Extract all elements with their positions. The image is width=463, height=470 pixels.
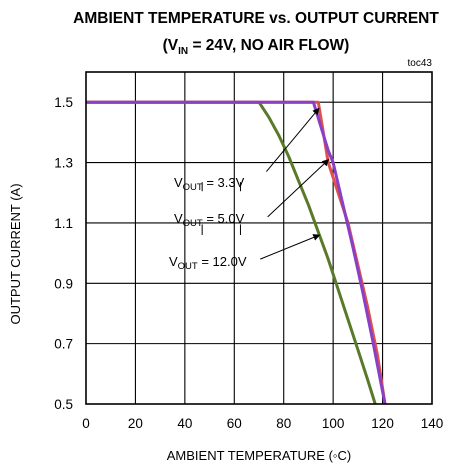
y-tick-label: 0.7 [54, 337, 73, 352]
y-axis-label: OUTPUT CURRENT (A) [8, 183, 23, 324]
x-axis-label: AMBIENT TEMPERATURE (◦C) [167, 448, 351, 463]
x-tick-label: 0 [82, 416, 90, 431]
chart-title-line2: (VIN = 24V, NO AIR FLOW) [163, 37, 350, 57]
series-label-vout-12-0: VOUT = 12.0V [169, 254, 247, 272]
annotation-arrow [260, 234, 321, 260]
series-line [86, 100, 387, 405]
x-tick-labels: 0 20 40 60 80 100 120 140 [82, 416, 443, 431]
y-tick-labels: 0.5 0.7 0.9 1.1 1.3 1.5 [54, 95, 73, 412]
x-tick-label: 40 [177, 416, 192, 431]
series-layer [86, 100, 387, 405]
x-tick-label: 120 [371, 416, 394, 431]
x-tick-label: 60 [227, 416, 242, 431]
annotation-arrow [266, 107, 320, 172]
y-tick-label: 1.3 [54, 156, 73, 171]
x-tick-label: 100 [322, 416, 345, 431]
figure-id: toc43 [408, 58, 433, 69]
series-line [86, 100, 387, 405]
annotations [201, 107, 330, 260]
annotation-arrow [267, 159, 330, 218]
grid [86, 72, 432, 404]
x-tick-label: 140 [421, 416, 444, 431]
series-label-vout-5-0: VOUT = 5.0V [174, 211, 245, 229]
y-tick-label: 1.5 [54, 95, 73, 110]
y-tick-label: 1.1 [54, 216, 73, 231]
chart-title-line1: AMBIENT TEMPERATURE vs. OUTPUT CURRENT [73, 10, 439, 27]
x-tick-label: 20 [128, 416, 143, 431]
y-tick-label: 0.9 [54, 276, 73, 291]
series-line [86, 100, 377, 405]
plot-frame [85, 71, 433, 405]
x-tick-label: 80 [276, 416, 291, 431]
y-tick-label: 0.5 [54, 397, 73, 412]
series-label-vout-3-3: VOUT = 3.3V [174, 175, 245, 193]
